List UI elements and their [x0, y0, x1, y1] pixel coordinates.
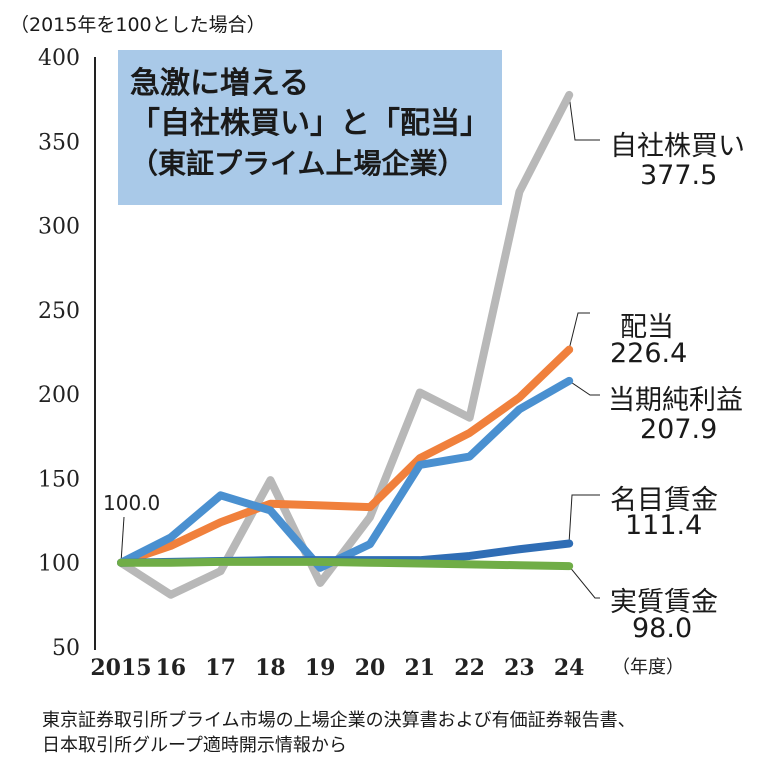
y-tick-label: 100 [38, 552, 80, 577]
end-label-profit: 207.9 [640, 414, 718, 445]
series-name-dividend: 配当 [620, 312, 674, 343]
y-tick-label: 50 [52, 636, 80, 661]
series-name-nominal-wage: 名目賃金 [610, 485, 718, 516]
y-tick-label: 350 [38, 130, 80, 155]
x-axis-label: （年度） [612, 657, 684, 678]
leader-line [120, 516, 125, 563]
end-label-buyback: 377.5 [640, 160, 718, 191]
x-tick-label: 23 [504, 655, 535, 681]
series-line-2 [117, 345, 574, 567]
leader-line [568, 94, 600, 141]
footer-line-1: 東京証券取引所プライム市場の上場企業の決算書および有価証券報告書、 [42, 710, 636, 731]
end-label-dividend: 226.4 [610, 338, 688, 369]
chart-subtitle: （東証プライム上場企業） [130, 147, 466, 180]
series-name-buyback: 自社株買い [610, 131, 745, 162]
y-tick-label: 150 [38, 467, 80, 492]
x-tick-label: 18 [255, 655, 286, 681]
series-line-1 [117, 90, 574, 599]
x-tick-label: 21 [404, 655, 435, 681]
series-line-5 [117, 557, 574, 571]
y-tick-label: 300 [38, 215, 80, 240]
leader-line [568, 565, 600, 599]
x-tick-label: 24 [554, 655, 585, 681]
x-tick-label: 22 [454, 655, 485, 681]
y-tick-label: 200 [38, 383, 80, 408]
chart-title-line1: 急激に増える [130, 66, 310, 101]
chart-title-line2: 「自社株買い」と「配当」 [130, 106, 490, 141]
series-name-real-wage: 実質賃金 [610, 587, 718, 618]
series-name-profit: 当期純利益 [608, 385, 743, 416]
footer-line-2: 日本取引所グループ適時開示情報から [42, 735, 347, 756]
leader-line [568, 312, 590, 350]
x-tick-label: 20 [355, 655, 386, 681]
leader-line [568, 494, 600, 544]
end-label-nominal-wage: 111.4 [625, 510, 703, 541]
leader-line [568, 380, 600, 396]
x-tick-label: 17 [205, 655, 236, 681]
y-tick-label: 400 [38, 46, 80, 71]
end-label-real-wage: 98.0 [632, 613, 693, 644]
title-box: 急激に増える 「自社株買い」と「配当」 （東証プライム上場企業） [118, 50, 502, 205]
x-tick-label: 2015 [90, 655, 151, 681]
x-tick-label: 19 [305, 655, 336, 681]
unit-note: （2015年を100とした場合） [10, 14, 266, 36]
x-tick-label: 16 [155, 655, 186, 681]
series-line-3 [117, 376, 574, 572]
start-value-label: 100.0 [103, 491, 160, 515]
y-tick-label: 250 [38, 299, 80, 324]
